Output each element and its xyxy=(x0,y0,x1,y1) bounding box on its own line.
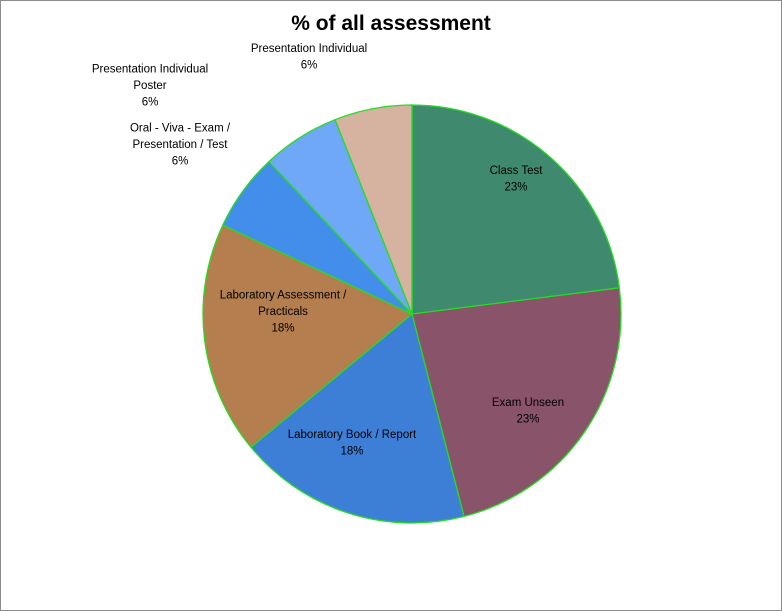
pie-slice-1 xyxy=(411,104,621,315)
pie-slice-2 xyxy=(411,287,622,518)
chart-title: % of all assessment xyxy=(291,12,491,35)
pie-labels: Class Test 23% Exam Unseen 23% Laboratory Bo… xyxy=(92,43,564,458)
pie-slice-4 xyxy=(202,224,414,449)
pie-slice-7 xyxy=(334,104,413,315)
slice-label-2: Exam Unseen 23% xyxy=(492,397,564,426)
slice-label-1: Class Test 23% xyxy=(490,165,544,194)
slice-label-5: Oral - Viva - Exam / Presentation / Test 6… xyxy=(130,123,231,168)
pie-slice-3 xyxy=(250,312,465,524)
slice-label-6: Presentation Individual Poster 6% xyxy=(92,64,208,109)
slice-label-7: Presentation Individual 6% xyxy=(251,43,367,72)
slice-label-4: Laboratory Assessment / Practicals 18% xyxy=(220,290,347,335)
slice-label-3: Laboratory Book / Report 18% xyxy=(288,429,417,458)
pie-slices xyxy=(202,104,622,524)
